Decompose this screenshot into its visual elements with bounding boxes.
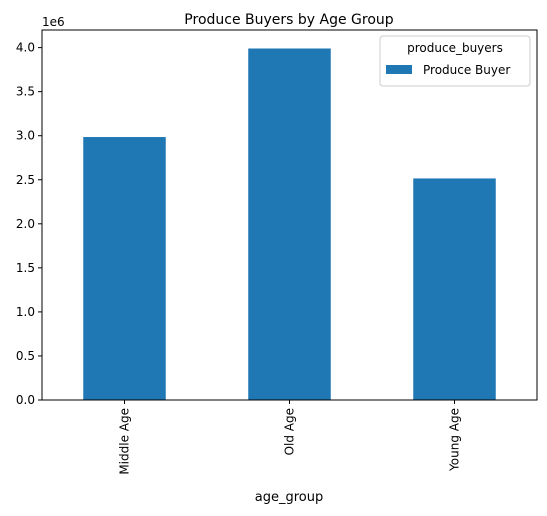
y-axis-offset-label: 1e6 [42, 15, 65, 29]
x-axis-label: age_group [255, 490, 323, 505]
legend: produce_buyers Produce Buyer [379, 35, 531, 87]
x-axis: Middle Age Old Age Young Age [118, 400, 462, 475]
legend-swatch [386, 65, 412, 74]
legend-frame [379, 35, 531, 87]
plot-frame [41, 29, 538, 401]
y-tick-label: 3.5 [16, 85, 35, 99]
y-tick-label: 2.5 [16, 173, 35, 187]
x-tick-label: Young Age [448, 408, 462, 472]
y-tick-label: 0.5 [16, 349, 35, 363]
y-tick-label: 1.5 [16, 261, 35, 275]
legend-label: Produce Buyer [423, 63, 510, 77]
y-tick-label: 1.0 [16, 305, 35, 319]
legend-title: produce_buyers [407, 41, 503, 55]
bar [413, 178, 496, 400]
bar [248, 48, 331, 400]
bars-group [83, 48, 496, 401]
y-tick-label: 2.0 [16, 217, 35, 231]
y-tick-label: 3.0 [16, 129, 35, 143]
y-tick-label: 4.0 [16, 41, 35, 55]
x-tick-label: Old Age [283, 408, 297, 455]
chart-title: Produce Buyers by Age Group [184, 12, 393, 28]
y-axis: 0.0 0.5 1.0 1.5 2.0 2.5 3.0 3.5 4.0 [16, 41, 42, 407]
bar [83, 137, 166, 401]
y-tick-label: 0.0 [16, 393, 35, 407]
x-tick-label: Middle Age [118, 408, 132, 475]
